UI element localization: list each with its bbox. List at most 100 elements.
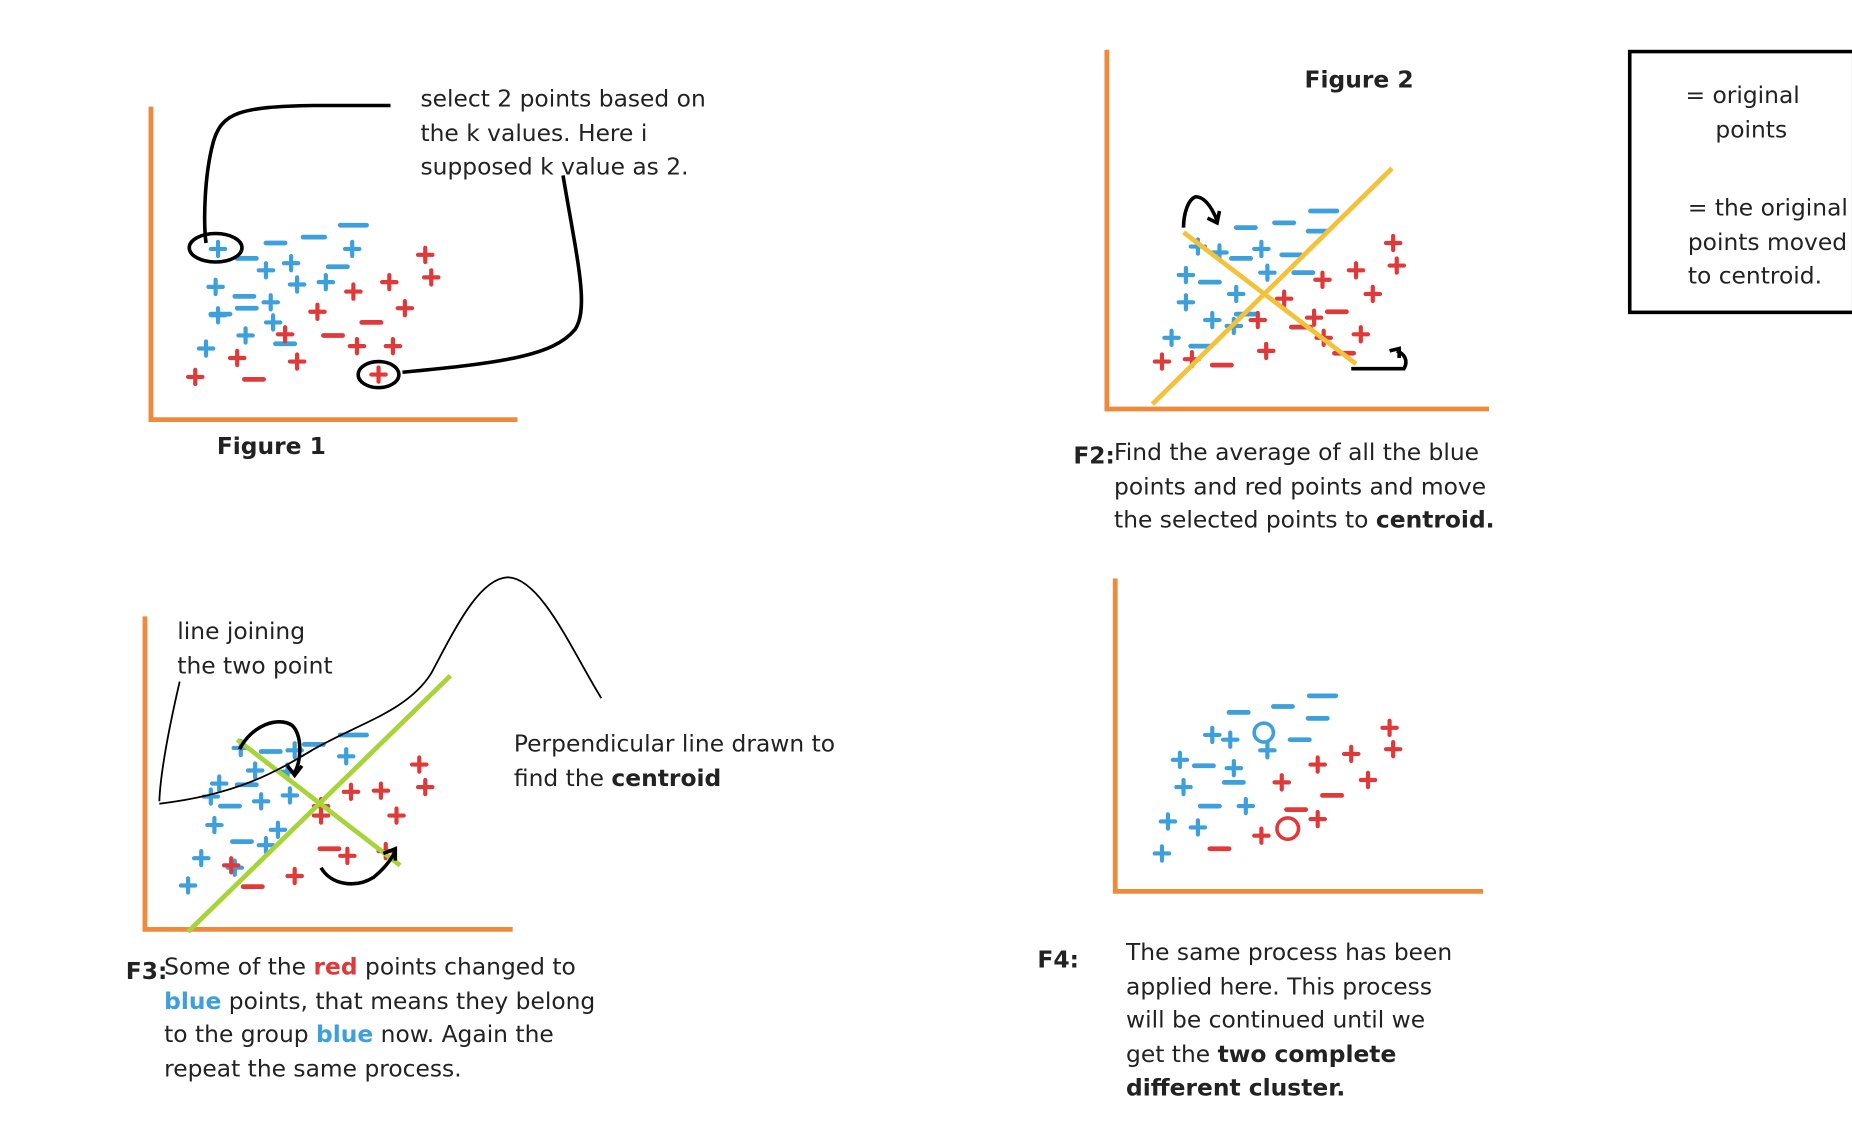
plus-point-icon [1176, 293, 1196, 312]
plus-point-icon [245, 761, 265, 780]
annotation-line: find the centroid [514, 762, 835, 796]
figure3-perp-annotation: Perpendicular line drawn to find the cen… [514, 728, 835, 796]
circle-marker-icon [187, 231, 244, 264]
annotation-line: the k values. Here i [420, 119, 648, 147]
plus-point-icon [263, 313, 283, 332]
plus-point-icon [336, 747, 356, 766]
plus-point-icon [285, 866, 304, 886]
plus-point-icon [1174, 777, 1193, 797]
circle-marker-icon [356, 359, 401, 390]
caption-line: points and red points and move [1114, 472, 1487, 500]
annotation-bold: centroid [611, 763, 722, 792]
plus-point-icon [1202, 310, 1222, 330]
legend-line: = original [1685, 81, 1800, 110]
figure1-caption: Figure 1 [216, 432, 326, 460]
plus-point-icon [236, 326, 255, 345]
caption-text: get the [1126, 1040, 1218, 1068]
plus-point-icon [1363, 284, 1383, 304]
plus-point-icon [287, 275, 307, 294]
yellow-line [1150, 166, 1394, 406]
plus-point-icon [311, 806, 331, 825]
caption-text: Some of the [164, 953, 314, 981]
plus-point-icon [347, 336, 367, 356]
plus-point-icon [1387, 256, 1407, 275]
plus-point-icon [261, 293, 281, 312]
plus-point-icon [1170, 750, 1190, 770]
plus-point-icon [1304, 308, 1324, 327]
legend-original: = original points [1685, 79, 1799, 147]
plus-point-icon [1188, 818, 1208, 837]
curved-arrow-icon [1351, 346, 1408, 371]
caption-text: points, that means they belong [221, 986, 596, 1015]
plus-point-icon [395, 299, 415, 318]
plus-point-icon [415, 777, 435, 797]
plus-point-icon [1202, 725, 1222, 745]
bell-curve [159, 576, 603, 805]
caption-text: the selected points to [1114, 506, 1376, 534]
figure2-caption-label: F2: [1073, 442, 1115, 470]
plus-point-icon [383, 336, 403, 356]
annotation-line: select 2 points based on [420, 85, 706, 113]
plus-point-icon [1341, 744, 1361, 764]
plus-point-icon [369, 365, 388, 384]
plus-point-icon [1162, 328, 1181, 348]
plus-point-icon [415, 245, 435, 265]
plus-point-icon [342, 239, 362, 259]
curved-arrow-icon [319, 846, 398, 886]
figure4-caption-label: F4: [1037, 945, 1079, 974]
axis [1104, 49, 1489, 412]
axis [148, 106, 518, 423]
legend-line: to centroid. [1687, 261, 1823, 290]
plus-point-icon [387, 806, 406, 825]
plus-point-icon [1351, 325, 1371, 344]
annotation-text: find the [513, 763, 612, 792]
caption-line: Find the average of all the blue [1114, 438, 1480, 466]
plus-point-icon [344, 282, 363, 301]
plus-point-icon [1308, 755, 1327, 774]
caption-bold: different cluster. [1126, 1073, 1346, 1102]
plus-point-icon [191, 849, 211, 868]
plus-point-icon [338, 846, 357, 866]
annotation-line: Perpendicular line drawn to [513, 730, 836, 758]
plus-point-icon [1248, 310, 1268, 330]
caption-line: blue points, that means they belong [164, 984, 595, 1018]
plus-point-icon [421, 268, 441, 287]
annotation-line: line joining [177, 617, 306, 645]
plus-point-icon [221, 856, 241, 875]
plus-point-icon [268, 820, 288, 839]
caption-line: different cluster. [1126, 1072, 1452, 1106]
figure3-caption-label: F3: [125, 957, 168, 986]
plus-point-icon [178, 876, 198, 895]
annotation-line: the two point [177, 651, 333, 679]
green-line [235, 737, 402, 868]
caption-line: to the group blue now. Again the [164, 1018, 595, 1052]
plus-point-icon [208, 239, 228, 259]
figure1-annotation: select 2 points based on the k values. H… [420, 83, 705, 184]
caption-bold: two complete [1217, 1040, 1397, 1068]
plus-point-icon [1158, 812, 1178, 831]
curved-arrow-icon [237, 720, 304, 779]
plus-point-icon [316, 272, 336, 292]
plus-point-icon [1274, 289, 1294, 308]
plus-point-icon [205, 815, 224, 835]
pointer-connector-1 [202, 103, 391, 244]
plus-point-icon [1256, 341, 1276, 361]
plus-point-icon [341, 782, 361, 802]
plus-point-icon [251, 792, 271, 811]
yellow-line [1182, 230, 1358, 366]
legend-line: = the original [1687, 194, 1848, 222]
plus-point-icon [409, 755, 429, 774]
axis [1112, 578, 1484, 894]
figure2-title: Figure 2 [1304, 66, 1414, 94]
plus-point-icon [280, 786, 300, 805]
plus-point-icon [380, 272, 399, 292]
legend-box: = original points = the original points … [1627, 49, 1852, 315]
plus-point-icon [1176, 265, 1196, 285]
plus-point-icon [1358, 770, 1378, 790]
figure4-caption: The same process has been applied here. … [1126, 936, 1452, 1105]
figure2-caption: Find the average of all the blue points … [1114, 436, 1495, 537]
plus-point-icon [1380, 718, 1399, 738]
caption-text: points changed to [357, 953, 576, 981]
plus-point-icon [201, 787, 221, 806]
plus-point-icon [1152, 844, 1172, 863]
